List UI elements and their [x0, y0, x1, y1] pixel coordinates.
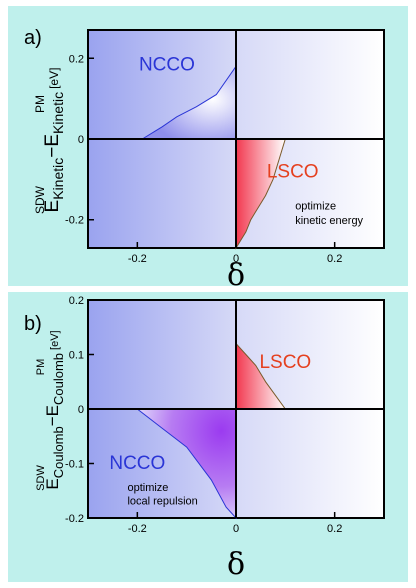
- svg-text:ECoulomb−ECoulomb[eV]: ECoulomb−ECoulomb[eV]: [43, 330, 66, 489]
- panel-a-xlabel: δ: [227, 258, 245, 293]
- panel-b-annotation-lsco: LSCO: [259, 352, 311, 373]
- panel-a-marks: -0.2 0 0.2 -0.2 0 0.2 NCCO LSCO optimize kinetic …: [65, 30, 384, 265]
- panel-a-ylabel-unit: [eV]: [47, 68, 61, 89]
- panel-b-xlabel: δ: [227, 547, 245, 582]
- panel-b-ylabel-sub2: Coulomb: [51, 353, 66, 405]
- panel-a-ylabel-minus: −: [42, 147, 63, 158]
- panel-a-x-tick-label: 0.2: [327, 253, 342, 265]
- panel-b-ylabel-sup-pm: PM: [35, 359, 47, 376]
- panel-a: a) -0.2 0 0.2 -0.2 0 0.2 NCCO LSCO optimize kinet…: [8, 6, 408, 293]
- panel-a-y-tick-label: 0.2: [69, 53, 84, 65]
- panel-b-x-tick-label: -0.2: [128, 523, 147, 535]
- panel-b-y-tick-label: 0.2: [69, 295, 84, 307]
- panel-b-ylabel: ECoulomb−ECoulomb[eV]: [43, 330, 66, 489]
- panel-a-series-lsco-area: [235, 138, 286, 250]
- panel-a-x-tick-label: 0: [233, 253, 239, 265]
- panel-a-ylabel-base2: E: [42, 134, 63, 147]
- panel-b-y-tick-label: -0.1: [65, 459, 84, 471]
- panel-a-y-tick-label: 0: [78, 134, 84, 146]
- panel-b-annotation-optimize: optimize: [127, 482, 168, 494]
- panel-b-annotation-ncco: NCCO: [109, 453, 165, 474]
- panel-b-y-tick-label: 0: [78, 404, 84, 416]
- panel-a-ylabel-sup-sdw: SDW: [33, 185, 47, 214]
- panel-b-ylabel-sub: Coulomb: [51, 426, 66, 478]
- panel-b-y-tick-label: 0.1: [69, 350, 84, 362]
- panel-a-ylabel: EKinetic−EKinetic[eV]: [42, 68, 66, 213]
- panel-a-y-tick-label: -0.2: [65, 215, 84, 227]
- panel-a-label: a): [24, 27, 42, 49]
- panel-b-ylabel-sup-sdw: SDW: [35, 465, 47, 491]
- panel-b: b) -0.2 0 0.2 -0.2 -0.1 0 0.1 0.2 LSCO NCCO optimi…: [8, 292, 408, 582]
- panel-b-label: b): [24, 313, 42, 335]
- panel-b-ylabel-base: E: [43, 478, 62, 489]
- panel-a-annotation-lsco: LSCO: [267, 161, 319, 182]
- panel-a-ylabel-sub: Kinetic: [50, 158, 66, 200]
- panel-a-annotation-optimize: optimize: [295, 201, 336, 213]
- panel-a-ylabel-sup-pm: PM: [33, 95, 47, 113]
- panel-b-annotation-local-repulsion: local repulsion: [127, 495, 197, 507]
- panel-a-annotation-ncco: NCCO: [139, 54, 195, 75]
- panel-a-annotation-kinetic-energy: kinetic energy: [295, 215, 363, 227]
- panel-a-ylabel-sub2: Kinetic: [50, 92, 66, 134]
- panel-b-x-tick-label: 0: [233, 523, 239, 535]
- panel-b-y-tick-label: -0.2: [65, 513, 84, 525]
- panel-b-ylabel-unit: [eV]: [49, 330, 61, 350]
- panel-a-ylabel-base: E: [42, 200, 63, 213]
- panel-b-marks: -0.2 0 0.2 -0.2 -0.1 0 0.1 0.2 LSCO NCCO optimizel…: [65, 295, 384, 535]
- panel-a-x-tick-label: -0.2: [128, 253, 147, 265]
- panel-b-x-tick-label: 0.2: [327, 523, 342, 535]
- panel-b-ylabel-base2: E: [43, 405, 62, 416]
- svg-text:EKinetic−EKinetic[eV]: EKinetic−EKinetic[eV]: [42, 68, 66, 213]
- panel-b-ylabel-minus: −: [43, 416, 62, 426]
